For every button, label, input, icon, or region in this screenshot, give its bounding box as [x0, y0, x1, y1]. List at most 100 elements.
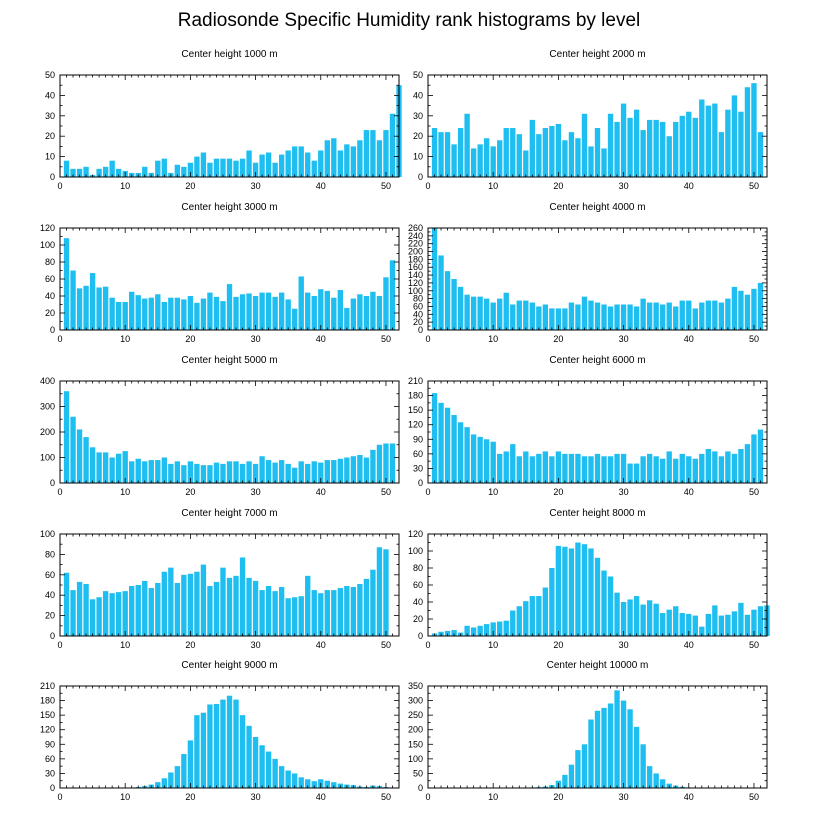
bar [692, 117, 698, 177]
bar [194, 571, 200, 636]
bar [594, 128, 601, 177]
bar [76, 429, 83, 483]
bar [490, 441, 496, 483]
bar [516, 134, 522, 177]
y-tick-label: 0 [50, 631, 55, 641]
bar [568, 548, 575, 636]
bar [285, 463, 291, 484]
x-tick-label: 10 [120, 792, 130, 802]
bar [529, 596, 535, 636]
bar [357, 583, 363, 636]
y-tick-label: 100 [40, 453, 55, 463]
bar [109, 593, 115, 636]
x-tick-label: 40 [316, 334, 326, 344]
bar [464, 427, 470, 483]
bar [292, 773, 298, 788]
bar [588, 548, 594, 636]
bar [751, 83, 757, 177]
x-tick-label: 40 [684, 487, 694, 497]
bar [363, 578, 370, 636]
y-tick-label: 260 [408, 223, 423, 233]
y-tick-label: 20 [45, 308, 55, 318]
bar [686, 300, 692, 330]
bar [63, 238, 70, 330]
bar [83, 285, 89, 330]
bar [337, 150, 343, 177]
bar [357, 454, 363, 483]
bar [311, 296, 317, 330]
bar [477, 436, 483, 483]
x-tick-label: 30 [251, 181, 261, 191]
bar [666, 136, 672, 177]
bar [575, 138, 581, 177]
bar [757, 429, 764, 483]
y-tick-label: 0 [50, 478, 55, 488]
x-tick-label: 30 [251, 334, 261, 344]
bar [318, 150, 324, 177]
y-tick-label: 20 [413, 317, 423, 327]
bar [744, 294, 751, 330]
y-tick-label: 300 [408, 696, 423, 706]
bar [660, 458, 666, 483]
bar [70, 590, 76, 636]
bar [331, 297, 337, 330]
bar [457, 422, 464, 483]
bar [357, 294, 363, 330]
bar [712, 451, 718, 483]
bar [542, 304, 549, 330]
bar [581, 113, 588, 177]
bar [220, 567, 226, 636]
bar [673, 306, 679, 330]
bar [187, 740, 194, 788]
bar [174, 582, 181, 636]
bar [633, 109, 640, 177]
bar [292, 467, 298, 483]
bar [161, 301, 167, 330]
bar [259, 456, 265, 483]
y-tick-label: 180 [408, 391, 423, 401]
x-tick-label: 50 [381, 640, 391, 650]
bar [142, 580, 148, 636]
bar [70, 270, 76, 330]
bar [350, 146, 357, 177]
bar [259, 292, 265, 330]
bar [226, 695, 233, 788]
y-tick-label: 0 [418, 783, 423, 793]
y-tick-label: 180 [408, 254, 423, 264]
bar [601, 456, 607, 483]
bar [510, 128, 516, 177]
bar [363, 296, 370, 330]
bar [363, 130, 370, 177]
bar [350, 298, 357, 330]
y-tick-label: 0 [418, 172, 423, 182]
bar [272, 591, 278, 636]
bar [757, 132, 764, 177]
bar [278, 154, 285, 177]
bar [705, 105, 711, 177]
bar [246, 150, 252, 177]
x-tick-label: 20 [553, 181, 563, 191]
bar [451, 144, 457, 177]
bar [207, 586, 213, 636]
bar [194, 463, 200, 484]
bar [194, 156, 200, 177]
bar [503, 128, 509, 177]
bar [738, 290, 744, 330]
bar [536, 596, 542, 636]
bar [503, 620, 509, 636]
x-tick-label: 0 [425, 792, 430, 802]
figure-title: Radiosonde Specific Humidity rank histog… [177, 10, 641, 31]
bar [542, 451, 549, 483]
bar [633, 596, 640, 636]
bar [161, 571, 167, 636]
bar [200, 712, 207, 788]
y-tick-label: 250 [408, 710, 423, 720]
bar [431, 128, 438, 177]
bar [213, 462, 220, 483]
bar [292, 308, 298, 330]
y-tick-label: 40 [45, 90, 55, 100]
bar [181, 465, 187, 483]
bar [207, 465, 213, 483]
y-tick-label: 300 [40, 402, 55, 412]
y-tick-label: 120 [408, 420, 423, 430]
